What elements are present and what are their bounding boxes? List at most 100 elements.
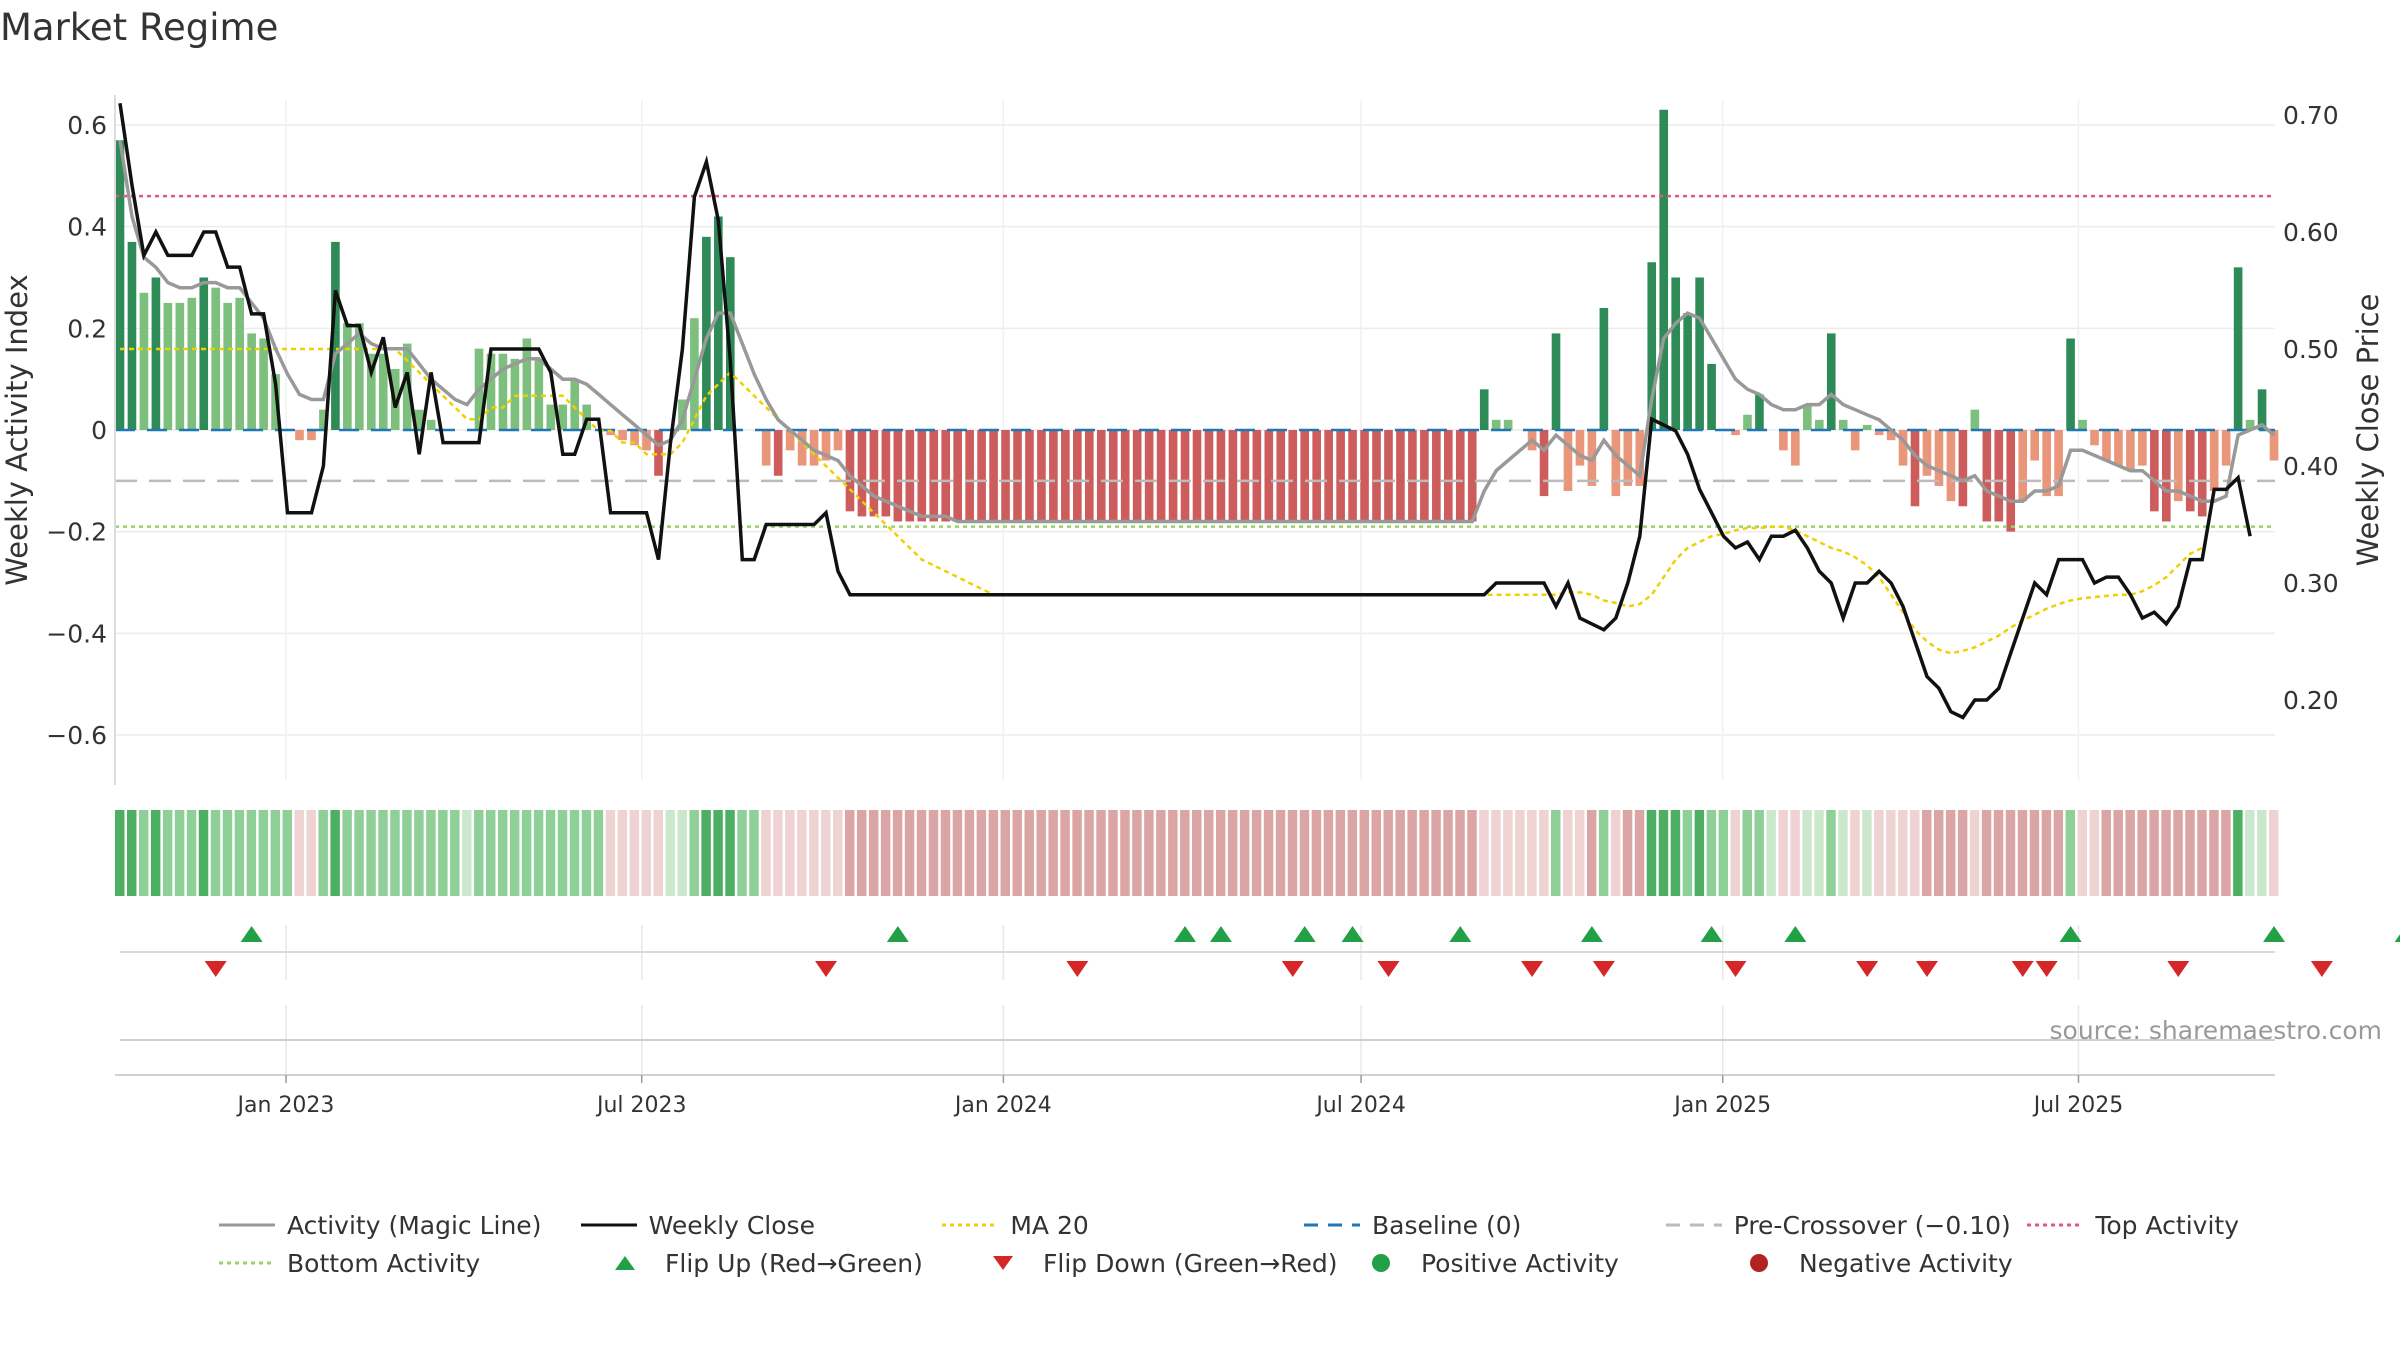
activity-bar xyxy=(1982,430,1992,522)
regime-strip-cell xyxy=(1335,810,1346,896)
regime-strip-cell xyxy=(1383,810,1393,896)
activity-bar xyxy=(2150,430,2159,512)
y-right-tick-label: 0.60 xyxy=(2283,218,2339,247)
regime-strip-cell xyxy=(1838,810,1848,896)
activity-bar xyxy=(618,430,627,441)
regime-strip-cell xyxy=(737,810,747,896)
regime-strip-cell xyxy=(342,810,352,896)
activity-bar xyxy=(1384,430,1393,522)
activity-bar xyxy=(1444,430,1453,522)
activity-bars xyxy=(115,109,2279,532)
regime-strip-cell xyxy=(450,810,460,896)
activity-bar xyxy=(941,430,951,522)
activity-bar xyxy=(510,358,520,430)
regime-strip-cell xyxy=(701,810,711,896)
activity-bar xyxy=(1336,430,1345,522)
regime-strip-cell xyxy=(2089,810,2099,896)
regime-strip-cell xyxy=(593,810,604,896)
activity-bar xyxy=(1946,430,1956,502)
source-label: source: sharemaestro.com xyxy=(2049,1016,2383,1045)
legend-symbol xyxy=(219,1261,275,1265)
activity-bar xyxy=(1826,333,1836,430)
activity-bar xyxy=(1850,430,1860,451)
regime-strip-cell xyxy=(2209,810,2219,896)
regime-strip-cell xyxy=(557,810,568,896)
regime-strip-cell xyxy=(1395,810,1405,896)
activity-bar xyxy=(917,430,927,522)
activity-bar xyxy=(1958,430,1968,507)
activity-bar xyxy=(546,404,556,430)
flip-down-marker xyxy=(1915,961,1938,977)
regime-strip-cell xyxy=(174,810,185,896)
activity-bar xyxy=(642,430,651,451)
legend-label: Flip Up (Red→Green) xyxy=(665,1248,923,1278)
activity-bar xyxy=(1408,430,1417,522)
regime-strip-cell xyxy=(773,810,783,896)
regime-strip-cell xyxy=(1251,810,1262,896)
activity-bar xyxy=(1994,430,2004,522)
activity-bar xyxy=(1300,430,1310,522)
flip-down-marker xyxy=(1856,961,1879,977)
activity-bar xyxy=(414,409,424,430)
regime-strip-cell xyxy=(904,810,915,896)
regime-strip-cell xyxy=(2137,810,2147,896)
regime-strip-cell xyxy=(1443,810,1453,896)
regime-strip-cell xyxy=(856,810,867,896)
regime-strip-cell xyxy=(785,810,795,896)
legend-label: MA 20 xyxy=(1010,1210,1089,1240)
regime-strip-cell xyxy=(749,810,759,896)
legend-symbol xyxy=(1750,1254,1768,1272)
regime-strip-cell xyxy=(1515,810,1525,896)
regime-strip-cell xyxy=(761,810,771,896)
activity-bar xyxy=(151,277,161,430)
legend-label: Negative Activity xyxy=(1799,1248,2013,1278)
regime-strip-cell xyxy=(2113,810,2123,896)
activity-bar xyxy=(929,430,939,522)
regime-strip-cell xyxy=(485,810,496,896)
regime-strip-cell xyxy=(1371,810,1381,896)
legend: Activity (Magic Line) Weekly Close MA 20 Ba… xyxy=(215,1206,2385,1282)
regime-strip-cell xyxy=(234,810,245,896)
regime-strip-cell xyxy=(1874,810,1884,896)
activity-bar xyxy=(2162,430,2171,522)
regime-strip-cell xyxy=(1562,810,1573,896)
activity-bar xyxy=(1611,430,1621,497)
activity-bar xyxy=(1707,363,1716,430)
flip-down-marker xyxy=(815,961,838,977)
y-left-tick-label: −0.4 xyxy=(46,619,107,648)
regime-strip-cell xyxy=(1778,810,1788,896)
flip-up-marker xyxy=(2394,934,2400,942)
activity-bar xyxy=(965,430,974,522)
regime-strip-cell xyxy=(1275,810,1286,896)
activity-bar xyxy=(1192,430,1202,522)
flip-up-marker xyxy=(1700,926,1723,942)
legend-symbol xyxy=(1372,1254,1390,1272)
y-left-tick-label: 0.2 xyxy=(67,314,107,343)
activity-bar xyxy=(1156,430,1166,522)
regime-strip-cell xyxy=(1598,810,1609,896)
activity-bar xyxy=(1563,430,1573,491)
activity-bar xyxy=(127,241,137,430)
regime-strip-cell xyxy=(1969,810,1980,896)
regime-strip-cell xyxy=(1215,810,1226,896)
regime-strip-cell xyxy=(2005,810,2016,896)
activity-bar xyxy=(785,430,795,451)
regime-strip-cell xyxy=(162,810,173,896)
regime-strip-cell xyxy=(1024,810,1034,896)
x-axis: Jan 2023 Jul 2023 Jan 2024 Jul 2024 Jan 2025… xyxy=(115,1039,2275,1118)
legend-label: Bottom Activity xyxy=(287,1248,481,1278)
activity-bar xyxy=(1814,419,1824,430)
regime-strip-cell xyxy=(2041,810,2052,896)
activity-bar xyxy=(139,292,149,430)
grid-lines xyxy=(115,100,2275,1075)
regime-strip-cell xyxy=(1299,810,1310,896)
axes: 0.60.40.20−0.2−0.4−0.60.700.600.500.400.… xyxy=(0,95,2385,785)
activity-bar xyxy=(2066,338,2075,430)
activity-bar xyxy=(235,297,244,430)
regime-strip-cell xyxy=(1227,810,1238,896)
activity-bar xyxy=(1683,313,1692,430)
activity-bar xyxy=(773,430,783,476)
regime-strip-cell xyxy=(246,810,257,896)
activity-bar xyxy=(761,430,771,466)
